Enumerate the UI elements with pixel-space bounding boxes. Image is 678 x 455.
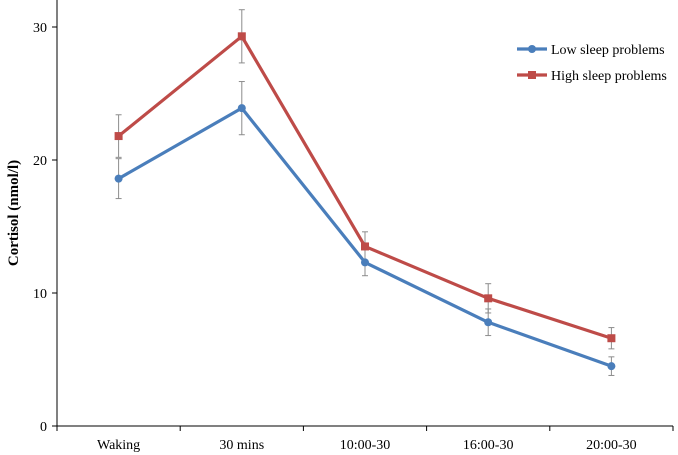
x-tick-labels: Waking 30 mins 10:00-30 16:00-30 20:00-30	[97, 438, 637, 453]
data-point	[361, 258, 369, 267]
data-point	[237, 32, 246, 41]
series-line-high-sleep-problems	[117, 34, 612, 340]
data-point	[114, 132, 123, 141]
legend-item: High sleep problems	[517, 69, 667, 84]
y-tick-labels: 0 10 20 30	[33, 21, 47, 435]
data-point	[484, 318, 493, 327]
x-tick-label: 16:00-30	[463, 438, 514, 453]
y-tick-label: 0	[40, 420, 47, 435]
data-point	[607, 362, 616, 371]
y-tick-label: 30	[33, 21, 47, 36]
x-tick-label: Waking	[97, 438, 140, 453]
x-tick-label: 10:00-30	[340, 438, 391, 453]
y-axis-title: Cortisol (nmol/l)	[6, 160, 22, 266]
x-tick-label: 30 mins	[219, 438, 264, 453]
y-tick-label: 20	[33, 154, 47, 169]
x-tick-label: 20:00-30	[586, 438, 637, 453]
legend-marker	[528, 45, 536, 53]
axes	[52, 0, 674, 431]
series-lines	[117, 34, 612, 368]
error-bars	[115, 9, 615, 376]
legend-label: Low sleep problems	[551, 43, 665, 58]
data-point	[484, 294, 493, 303]
legend-item: Low sleep problems	[517, 43, 665, 58]
legend-label: High sleep problems	[551, 69, 667, 84]
data-point	[361, 242, 369, 251]
markers	[114, 32, 616, 371]
y-tick-label: 10	[33, 287, 47, 302]
data-point	[607, 334, 616, 343]
legend: Low sleep problems High sleep problems	[517, 43, 667, 84]
data-point	[114, 174, 123, 183]
data-point	[237, 104, 246, 113]
legend-marker	[528, 71, 536, 79]
